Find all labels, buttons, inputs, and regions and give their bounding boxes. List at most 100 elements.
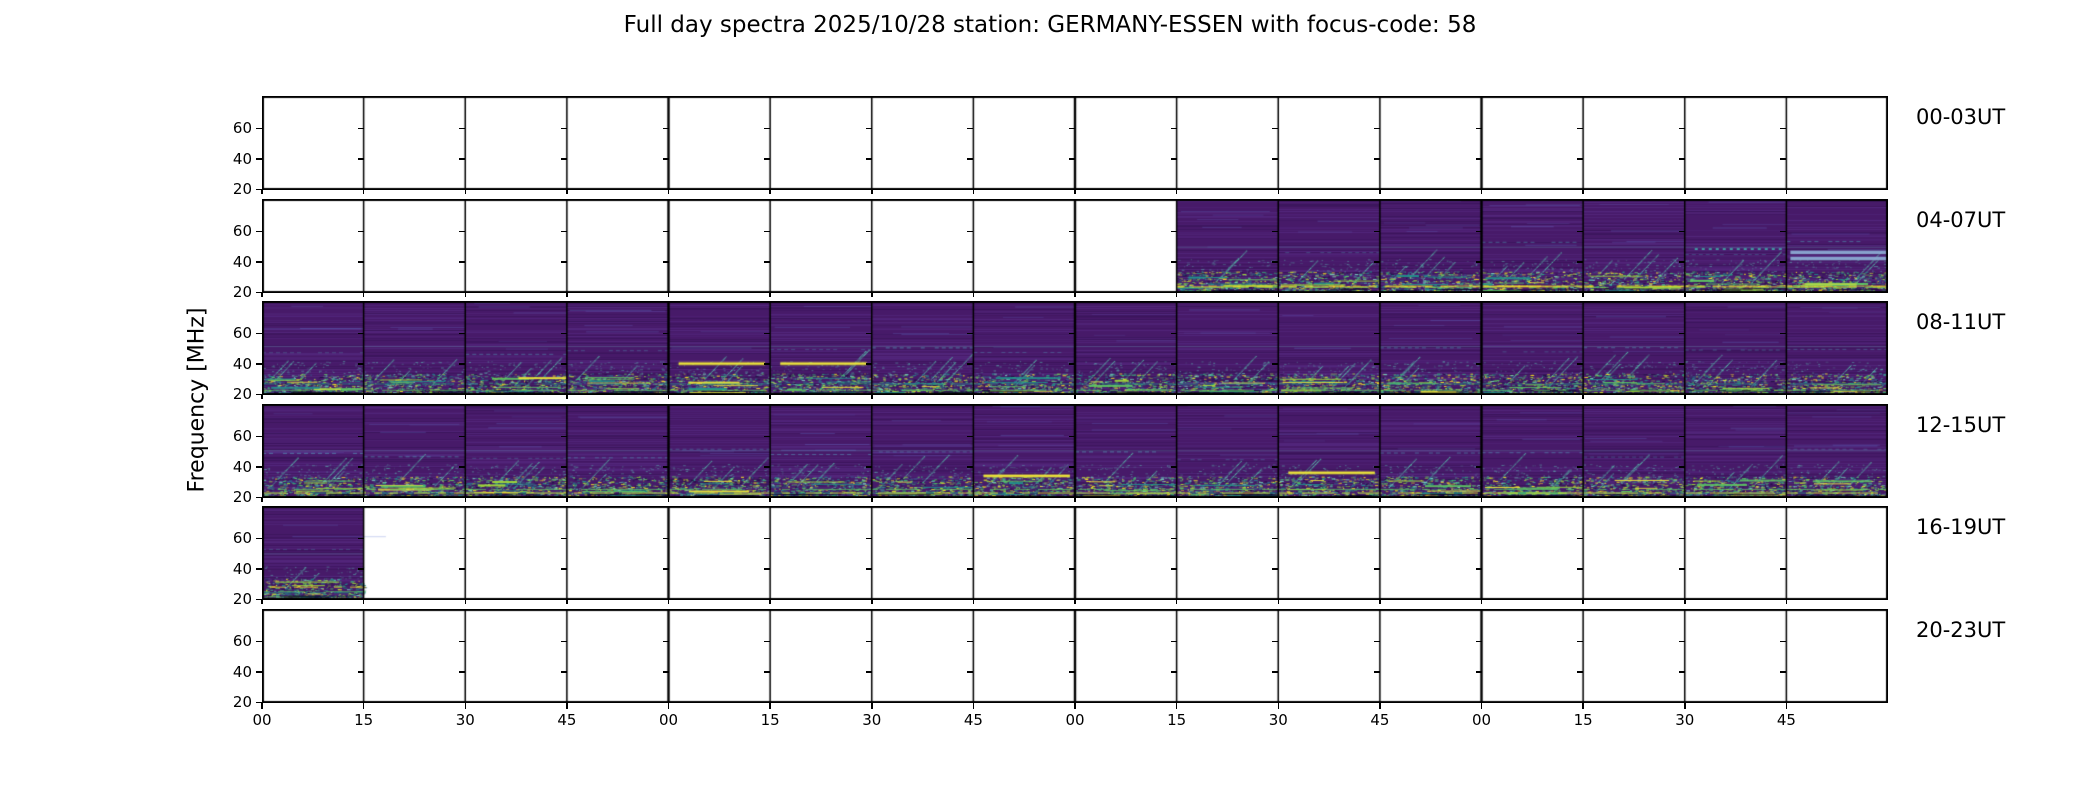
row-label: 08-11UT (1916, 310, 2006, 334)
y-tick-label: 20 (232, 693, 252, 711)
x-tick (1074, 395, 1076, 399)
x-tick (1175, 600, 1178, 604)
y-tick (1069, 363, 1075, 365)
x-tick (261, 190, 263, 194)
y-tick (1272, 127, 1279, 130)
y-tick (1069, 537, 1075, 540)
x-tick (1582, 703, 1584, 709)
x-tick (1277, 293, 1279, 297)
y-tick (1780, 537, 1787, 540)
spectra-row-canvas (262, 609, 1888, 703)
x-tick-label: 15 (1573, 711, 1593, 729)
y-tick (1780, 435, 1787, 438)
y-tick (459, 127, 466, 130)
x-tick (1175, 190, 1178, 194)
y-tick (865, 363, 872, 365)
x-tick-label: 15 (760, 711, 780, 729)
y-tick (1272, 230, 1279, 233)
y-tick (1780, 230, 1787, 233)
y-tick (1475, 127, 1482, 130)
y-tick (1170, 466, 1177, 468)
y-tick (662, 466, 669, 468)
y-tick (256, 701, 262, 703)
y-tick (560, 568, 567, 570)
x-tick (972, 498, 975, 502)
y-tick (256, 158, 262, 160)
y-tick (764, 230, 771, 233)
y-tick (256, 496, 262, 498)
x-tick-label: 00 (252, 711, 272, 729)
y-tick (1373, 230, 1380, 233)
x-tick (1379, 395, 1381, 399)
y-tick (1475, 230, 1482, 233)
x-tick-label: 30 (455, 711, 475, 729)
x-tick (1480, 703, 1483, 709)
y-tick (764, 332, 771, 335)
spectra-row-canvas (262, 96, 1888, 190)
y-tick (662, 261, 669, 263)
y-tick (1272, 671, 1279, 673)
y-tick (967, 435, 974, 438)
y-tick (1577, 363, 1584, 365)
x-tick (362, 190, 365, 194)
y-tick (764, 568, 771, 570)
x-tick (871, 293, 873, 297)
y-tick (459, 261, 466, 263)
y-axis-label: Frequency [MHz] (184, 307, 210, 493)
y-tick (764, 261, 771, 263)
y-tick (967, 671, 974, 673)
y-tick (1170, 261, 1177, 263)
y-tick (1475, 671, 1482, 673)
y-tick (357, 640, 364, 643)
y-tick (560, 466, 567, 468)
spectra-row-canvas (262, 301, 1888, 395)
y-tick (459, 671, 466, 673)
y-tick-label: 20 (232, 180, 252, 198)
y-tick (1475, 261, 1482, 263)
y-tick (865, 127, 872, 130)
x-tick (1379, 293, 1381, 297)
x-tick (769, 293, 771, 297)
y-tick (1272, 537, 1279, 540)
y-tick-label: 60 (232, 529, 252, 548)
x-tick (464, 498, 466, 502)
y-tick (1678, 466, 1685, 468)
y-tick (1373, 435, 1380, 438)
x-tick (769, 600, 771, 604)
x-tick (1480, 498, 1483, 502)
y-tick (1678, 568, 1685, 570)
x-tick (1379, 498, 1381, 502)
x-tick (261, 498, 263, 502)
x-tick (871, 498, 873, 502)
x-tick (1684, 395, 1686, 399)
y-tick (1069, 435, 1075, 438)
y-tick (357, 537, 364, 540)
y-tick (560, 435, 567, 438)
x-tick (1785, 703, 1788, 709)
y-tick (865, 466, 872, 468)
y-tick (1373, 127, 1380, 130)
y-tick (1780, 466, 1787, 468)
x-tick-label: 45 (963, 711, 983, 729)
y-tick (1069, 332, 1075, 335)
x-tick (1684, 190, 1686, 194)
y-tick-label: 60 (232, 632, 252, 651)
x-tick (362, 600, 365, 604)
y-tick (1577, 127, 1584, 130)
x-tick (362, 395, 365, 399)
y-tick (967, 261, 974, 263)
x-tick (1684, 703, 1686, 709)
y-tick (357, 363, 364, 365)
y-tick (865, 332, 872, 335)
y-tick (1069, 568, 1075, 570)
y-tick (1678, 435, 1685, 438)
y-tick (1678, 640, 1685, 643)
y-tick (1577, 671, 1584, 673)
y-tick (662, 640, 669, 643)
y-tick (560, 332, 567, 335)
x-tick (1175, 498, 1178, 502)
y-tick (1069, 230, 1075, 233)
y-tick (662, 537, 669, 540)
y-tick (357, 568, 364, 570)
x-tick (972, 190, 975, 194)
